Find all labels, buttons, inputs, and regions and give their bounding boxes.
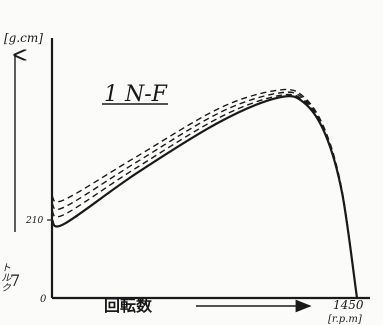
series-line-4 bbox=[51, 88, 358, 299]
x-tick-label-origin: 0 bbox=[40, 294, 47, 305]
series-layer bbox=[51, 88, 359, 299]
x-tick-label-end: 1450 bbox=[333, 298, 364, 312]
y-tick-layer: 210 bbox=[25, 216, 52, 226]
y-tick-label-210: 210 bbox=[25, 216, 43, 226]
y-tick-mark-glyph: 7 bbox=[10, 271, 20, 290]
y-axis-label: [g.cm] bbox=[4, 31, 43, 45]
x-axis-label: 回転数 bbox=[104, 296, 153, 315]
series-line-2 bbox=[51, 93, 358, 299]
x-axis-unit: [r.p.m] bbox=[328, 314, 362, 325]
chart-title: 1 N-F bbox=[104, 82, 168, 107]
y-side-label: トルク bbox=[0, 262, 11, 292]
series-line-3 bbox=[51, 91, 358, 299]
